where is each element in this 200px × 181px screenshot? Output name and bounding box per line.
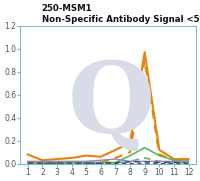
Text: Q: Q <box>68 57 155 154</box>
Text: 250-MSM1
Non-Specific Antibody Signal <5%: 250-MSM1 Non-Specific Antibody Signal <5… <box>42 4 200 24</box>
